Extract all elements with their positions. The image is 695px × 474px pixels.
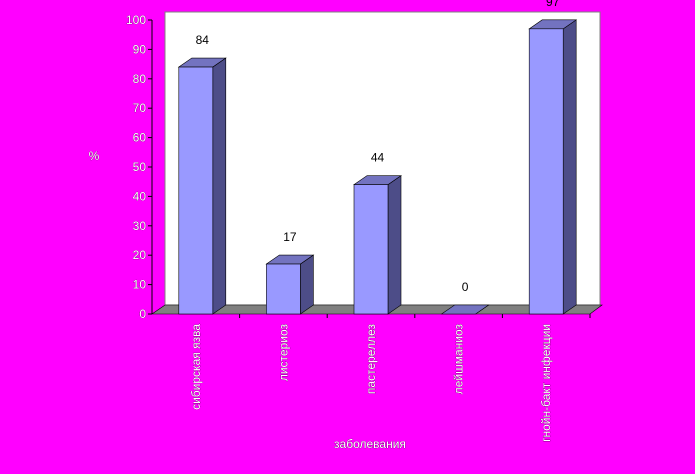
bar-side	[212, 57, 227, 315]
x-tick-label: листериоз	[276, 324, 290, 382]
y-tick-label: 50	[133, 160, 147, 174]
y-tick-label: 90	[133, 42, 147, 56]
bar	[353, 184, 389, 315]
y-tick-label: 0	[139, 307, 146, 321]
y-tick-label: 100	[126, 13, 146, 27]
y-tick-label: 70	[133, 101, 147, 115]
y-tick-label: 80	[133, 72, 147, 86]
bar	[178, 66, 214, 315]
x-tick-label: пастереллез	[364, 324, 378, 395]
y-tick-label: 10	[133, 278, 147, 292]
data-label: 17	[283, 230, 297, 244]
x-tick-label: сибирская язва	[189, 324, 203, 410]
y-tick-label: 30	[133, 219, 147, 233]
bar	[528, 28, 564, 315]
bar-top	[440, 304, 490, 315]
bar-side	[387, 175, 402, 315]
data-label: 44	[371, 151, 385, 165]
y-tick-label: 20	[133, 248, 147, 262]
x-tick-label: лейшманиоз	[452, 324, 466, 395]
data-label: 84	[196, 33, 210, 47]
x-axis-title: заболевания	[334, 437, 406, 451]
y-tick-label: 40	[133, 189, 147, 203]
data-label: 97	[546, 0, 560, 9]
bar-side	[562, 19, 577, 315]
bar-side	[300, 254, 314, 315]
x-tick-label: гнойн-бакт инфекции	[539, 324, 553, 442]
y-axis-title: %	[89, 149, 100, 163]
y-tick-label: 60	[133, 131, 147, 145]
data-label: 0	[462, 280, 469, 294]
bar	[266, 263, 301, 315]
